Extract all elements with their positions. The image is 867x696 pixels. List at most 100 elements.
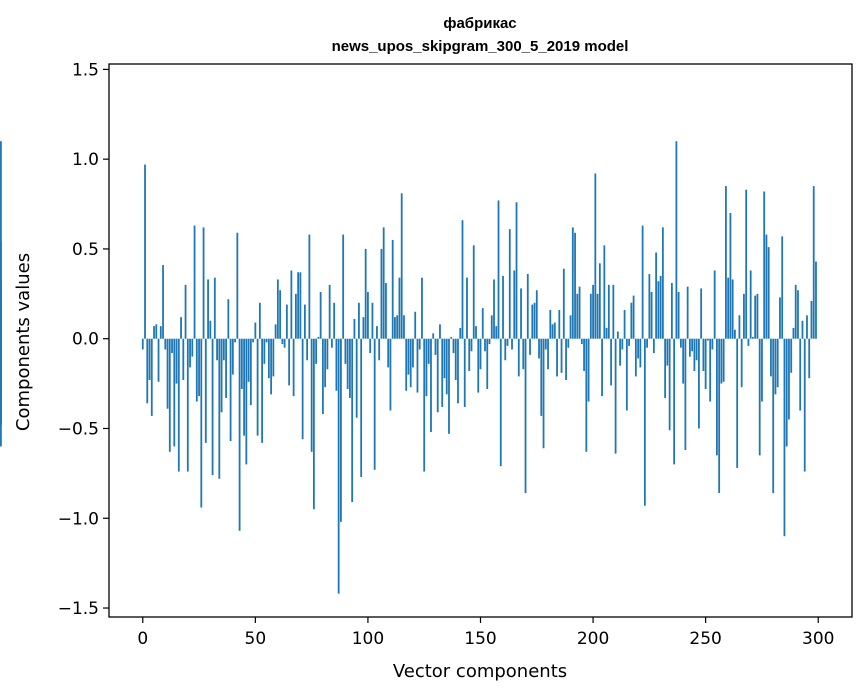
bar-189 xyxy=(567,338,570,348)
bar-29 xyxy=(207,279,209,339)
y-ticks: −1.5 −1.0 −0.5 0.0 0.5 1.0 1.5 xyxy=(58,60,109,619)
bar-43 xyxy=(238,338,241,531)
bar-195 xyxy=(580,338,583,345)
bar-100 xyxy=(367,292,369,339)
bar-256 xyxy=(718,338,721,494)
bar-152 xyxy=(484,338,486,352)
bar-230 xyxy=(659,275,662,339)
bar-160 xyxy=(502,275,504,339)
plot-frame xyxy=(108,63,853,618)
bar-188 xyxy=(565,338,567,380)
bar-218 xyxy=(632,295,635,339)
bar-241 xyxy=(684,338,687,451)
bar-42 xyxy=(236,232,239,339)
bar-221 xyxy=(639,338,642,368)
bar-169 xyxy=(522,338,525,370)
bar-227 xyxy=(652,338,655,354)
bar-111 xyxy=(391,239,394,339)
bar-295 xyxy=(806,315,808,339)
bar-242 xyxy=(686,286,689,339)
chart-title: фабрикас xyxy=(443,15,516,32)
x-axis-label: Vector components xyxy=(393,661,567,682)
bar-156 xyxy=(493,279,495,339)
bar-252 xyxy=(709,338,712,402)
bar-273 xyxy=(756,293,759,339)
bar-258 xyxy=(722,338,725,382)
bar-112 xyxy=(394,317,396,339)
bar-163 xyxy=(508,229,511,339)
bar-94 xyxy=(353,318,356,339)
bar-274 xyxy=(758,338,761,456)
bar-288 xyxy=(790,338,793,373)
bar-88 xyxy=(340,338,342,522)
bar-54 xyxy=(263,338,266,364)
bar-138 xyxy=(452,338,455,354)
bar-147 xyxy=(472,245,475,339)
bar-250 xyxy=(704,338,707,389)
bar-248 xyxy=(700,288,703,339)
bar-200 xyxy=(592,284,594,339)
bar-183 xyxy=(553,322,556,339)
bar-269 xyxy=(747,338,750,346)
bar-228 xyxy=(655,252,658,339)
bar-124 xyxy=(421,277,423,339)
bar-208 xyxy=(610,338,612,386)
bar-75 xyxy=(310,338,313,452)
x-tick-label: 250 xyxy=(689,629,721,649)
bar-282 xyxy=(776,338,779,388)
bar-186 xyxy=(560,338,563,373)
bar-194 xyxy=(578,286,581,339)
bar-296 xyxy=(808,338,811,379)
bar-283 xyxy=(779,297,781,339)
bar-271 xyxy=(752,336,754,339)
bar-270 xyxy=(749,270,752,339)
bar-27 xyxy=(202,227,205,339)
bar-20 xyxy=(186,338,189,472)
bar-216 xyxy=(628,338,630,346)
bar-153 xyxy=(486,338,489,389)
bar-182 xyxy=(551,324,554,339)
bar-255 xyxy=(716,338,718,456)
bar-206 xyxy=(605,327,608,339)
bar-21 xyxy=(189,338,191,368)
bar-120 xyxy=(412,338,414,368)
bar-201 xyxy=(594,173,597,339)
bar-171 xyxy=(526,274,529,339)
bar-276 xyxy=(763,191,766,339)
bar-82 xyxy=(326,338,329,370)
bar-140 xyxy=(457,338,459,404)
bar-243 xyxy=(688,338,691,357)
bar-14 xyxy=(173,338,176,447)
bar-262 xyxy=(731,279,734,339)
bar-224 xyxy=(646,338,649,348)
bar-173 xyxy=(531,304,534,339)
bar-33 xyxy=(216,338,218,361)
bar-151 xyxy=(481,308,484,339)
bar-238 xyxy=(677,292,680,339)
bar-116 xyxy=(403,315,405,339)
bar-51 xyxy=(256,338,259,436)
bar-19 xyxy=(184,284,187,339)
bar-30 xyxy=(209,320,212,339)
bar-261 xyxy=(729,213,732,339)
bar-36 xyxy=(222,338,225,361)
bar-17 xyxy=(180,317,182,339)
bar-119 xyxy=(409,338,412,388)
bar-48 xyxy=(249,338,252,406)
bar-170 xyxy=(524,338,527,494)
bar-69 xyxy=(297,272,300,339)
bar-259 xyxy=(725,186,727,339)
bar-87 xyxy=(337,338,340,594)
bar-22 xyxy=(191,338,194,357)
bar-56 xyxy=(267,338,270,379)
bar-134 xyxy=(443,338,446,379)
y-tick-label: −1.5 xyxy=(58,599,99,619)
bar-106 xyxy=(380,248,383,339)
bar-287 xyxy=(788,338,790,420)
bar-47 xyxy=(247,338,250,382)
y-tick-label: 0.0 xyxy=(72,330,99,350)
bar-44 xyxy=(240,338,243,389)
bar-28 xyxy=(204,338,207,443)
bar-278 xyxy=(767,247,770,339)
